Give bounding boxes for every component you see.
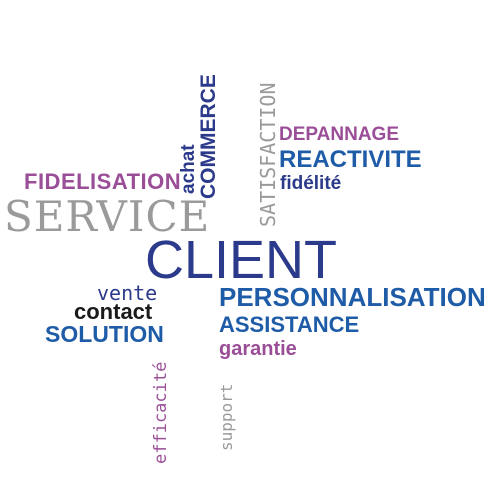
word-depannage: DEPANNAGE [279,124,399,145]
word-commerce: COMMERCE [197,74,220,199]
word-client: CLIENT [145,230,338,290]
word-vente: vente [97,281,158,305]
word-efficacite: efficacité [151,361,171,464]
word-garantie: garantie [219,338,297,360]
word-achat: achat [178,144,199,194]
word-personnalisation: PERSONNALISATION [219,282,486,312]
word-support: support [217,383,236,451]
word-contact: contact [74,299,153,324]
word-reactivite: REACTIVITE [279,146,422,173]
word-service: SERVICE [4,192,211,241]
word-solution: SOLUTION [45,321,164,347]
word-satisfaction: SATISFACTION [256,82,280,228]
word-assistance: ASSISTANCE [219,312,360,337]
word-fidelisation: FIDELISATION [24,169,182,194]
word-fidelite: fidélité [280,173,342,194]
